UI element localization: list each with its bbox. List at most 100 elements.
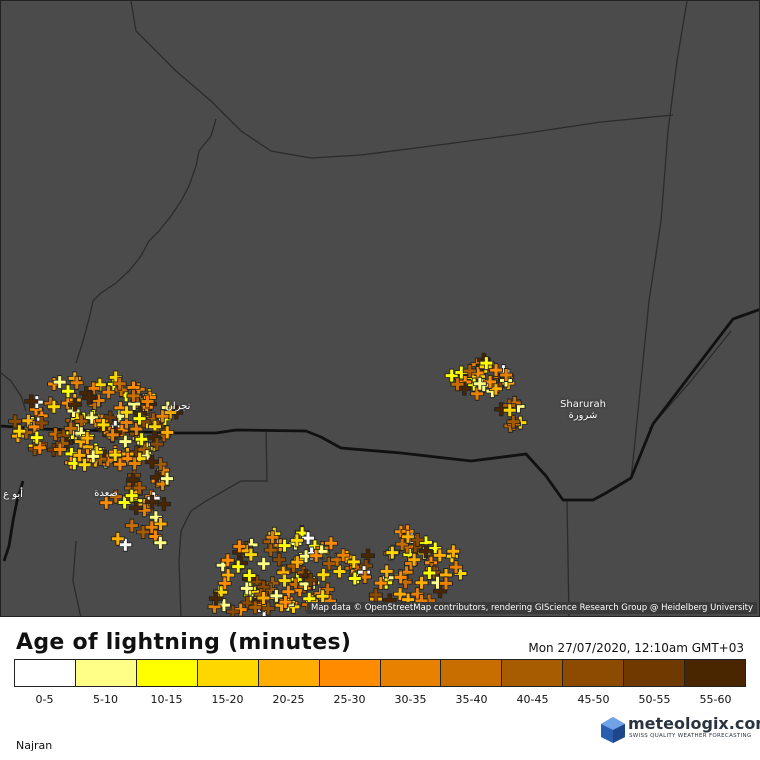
lightning-strike-marker — [128, 457, 141, 470]
lightning-strike-marker — [380, 565, 393, 578]
lightning-strike-marker — [111, 532, 124, 545]
lightning-strike-marker — [507, 415, 520, 428]
lightning-strike-marker — [473, 377, 486, 390]
lightning-strike-marker — [480, 357, 493, 370]
map-canvas — [1, 1, 759, 616]
scale-swatch — [624, 660, 686, 686]
national-border — [1, 308, 759, 562]
lightning-strike-marker — [133, 412, 146, 425]
lightning-strike-marker — [87, 382, 100, 395]
lightning-strike-marker — [386, 546, 399, 559]
lightning-strike-marker — [347, 555, 360, 568]
lightning-strike-marker — [81, 432, 94, 445]
lightning-strike-marker — [316, 590, 329, 603]
scale-label: 45-50 — [577, 693, 610, 706]
lightning-strike-marker — [232, 560, 245, 573]
scale-swatch — [197, 660, 259, 686]
lightning-strike-marker — [240, 582, 253, 595]
lightning-strike-marker — [70, 376, 83, 389]
lightning-strike-marker — [244, 548, 257, 561]
lightning-strike-marker — [125, 489, 138, 502]
scale-swatch — [136, 660, 198, 686]
lightning-strike-marker — [150, 438, 163, 451]
meteologix-logo[interactable]: meteologix.com SWISS QUALITY WEATHER FOR… — [600, 714, 760, 744]
place-label-saada: صعدة — [91, 488, 121, 499]
lightning-strike-marker — [233, 540, 246, 553]
lightning-strike-marker — [264, 544, 277, 557]
lightning-strike-marker — [503, 404, 516, 417]
lightning-strike-marker — [278, 539, 291, 552]
lightning-strike-marker — [146, 495, 159, 508]
color-scale — [14, 659, 746, 687]
lightning-strike-marker — [304, 574, 317, 587]
scale-label: 20-25 — [272, 693, 305, 706]
admin-boundary-north — [130, 1, 674, 159]
scale-label: 35-40 — [455, 693, 488, 706]
lightning-strike-marker — [30, 431, 43, 444]
lightning-strike-marker — [221, 554, 234, 567]
region-label: Najran — [16, 739, 53, 752]
lightning-strikes — [8, 352, 528, 616]
lightning-strike-marker — [145, 521, 158, 534]
lightning-strike-marker — [35, 417, 48, 430]
lightning-strike-marker — [53, 443, 66, 456]
lightning-strike-marker — [333, 565, 346, 578]
scale-label: 0-5 — [35, 693, 54, 706]
lightning-strike-marker — [130, 422, 143, 435]
lightning-strike-marker — [408, 553, 421, 566]
lightning-strike-marker — [47, 400, 60, 413]
lightning-strike-marker — [161, 472, 174, 485]
lightning-strike-marker — [104, 411, 117, 424]
lightning-strike-marker — [145, 455, 158, 468]
lightning-strike-marker — [243, 569, 256, 582]
brand-tagline: SWISS QUALITY WEATHER FORECASTING — [629, 733, 752, 739]
lightning-strike-marker — [119, 435, 132, 448]
lightning-strike-marker — [119, 538, 132, 551]
map-attribution[interactable]: Map data © OpenStreetMap contributors, r… — [307, 602, 757, 614]
color-scale-labels: 0-5 5-10 10-15 15-20 20-25 25-30 30-35 35-40 40-… — [14, 693, 746, 706]
scale-swatch — [15, 660, 76, 686]
lightning-strike-marker — [310, 549, 323, 562]
lightning-strike-marker — [411, 533, 424, 546]
lightning-strike-marker — [463, 365, 476, 378]
lightning-strike-marker — [419, 545, 432, 558]
place-native-name: شرورة — [568, 410, 598, 421]
scale-swatch — [258, 660, 320, 686]
admin-boundary-west — [75, 118, 217, 364]
scale-label: 55-60 — [699, 693, 732, 706]
lightning-strike-marker — [323, 557, 336, 570]
lightning-strike-marker — [62, 385, 75, 398]
lightning-strike-marker — [68, 398, 81, 411]
lightning-strike-marker — [278, 574, 291, 587]
lightning-strike-marker — [137, 525, 150, 538]
scale-label: 10-15 — [150, 693, 183, 706]
lightning-strike-marker — [439, 577, 452, 590]
lightning-strike-marker — [445, 369, 458, 382]
scale-swatch — [380, 660, 442, 686]
lightning-strike-marker — [161, 426, 174, 439]
lightning-strike-marker — [64, 422, 77, 435]
scale-swatch — [75, 660, 137, 686]
lightning-strike-marker — [106, 428, 119, 441]
lightning-strike-marker — [226, 605, 239, 616]
lightning-strike-marker — [127, 389, 140, 402]
lightning-strike-marker — [113, 458, 126, 471]
lightning-strike-marker — [109, 490, 122, 503]
lightning-strike-marker — [222, 569, 235, 582]
lightning-map[interactable]: Sharurah شرورة صعدة نجران أبو ع Map data… — [0, 0, 760, 617]
lightning-strike-marker — [279, 596, 292, 609]
lightning-strike-marker — [78, 458, 91, 471]
lightning-strike-marker — [433, 549, 446, 562]
lightning-strike-marker — [415, 576, 428, 589]
lightning-strike-marker — [266, 531, 279, 544]
lightning-strike-marker — [396, 538, 409, 551]
place-native-name: أبو ع — [3, 489, 23, 500]
lightning-strike-marker — [282, 585, 295, 598]
lightning-strike-marker — [394, 571, 407, 584]
lightning-strike-marker — [33, 441, 46, 454]
lightning-strike-marker — [97, 418, 110, 431]
lightning-strike-marker — [130, 501, 143, 514]
scale-label: 15-20 — [211, 693, 244, 706]
lightning-strike-marker — [118, 496, 131, 509]
lightning-strike-marker — [450, 561, 463, 574]
